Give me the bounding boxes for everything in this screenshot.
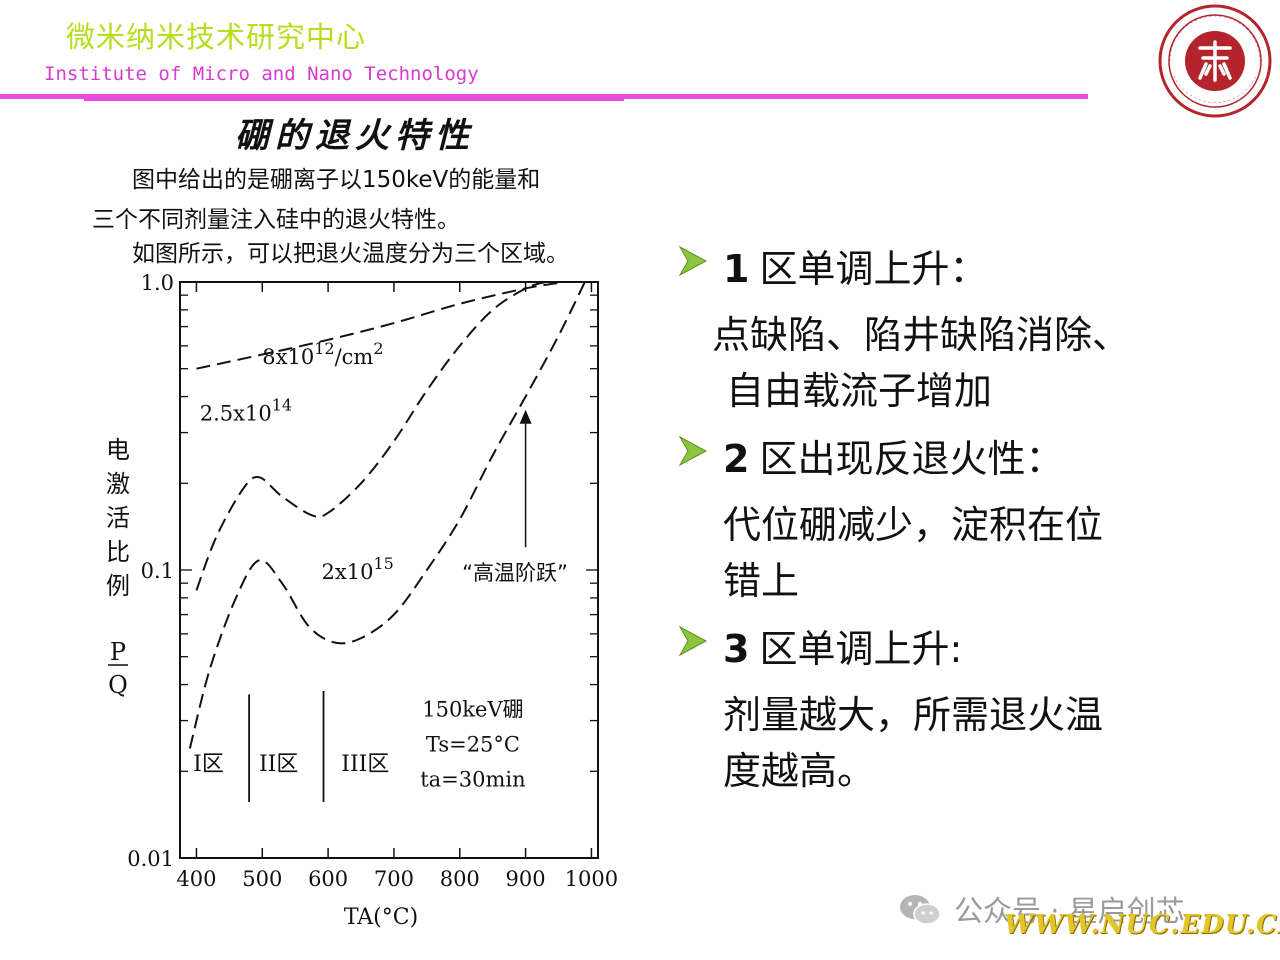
bullet-2-heading: 区出现反退火性： (759, 437, 1064, 481)
y-axis-label-denominator: Q (108, 671, 128, 699)
university-seal-icon (1158, 4, 1272, 118)
series-label-2: 2.5x1014 (200, 396, 292, 426)
bullet-2-number: 2 (723, 437, 750, 481)
bullet-1-body-line-2: 自由载流子增加 (726, 369, 993, 413)
y-tick-label: 1.0 (141, 271, 174, 295)
x-tick-label: 400 (176, 867, 216, 891)
figure-caption-line-1: 图中给出的是硼离子以150keV的能量和 (132, 167, 541, 193)
figure-caption-line-3: 如图所示，可以把退火温度分为三个区域。 (132, 241, 569, 267)
bullet-1-heading: 区单调上升： (759, 247, 988, 291)
region-label-1: I区 (193, 752, 224, 777)
x-tick-label: 1000 (565, 867, 618, 891)
figure-title: 硼的退火特性 (235, 116, 475, 156)
condition-2: Ts=25°C (426, 733, 520, 757)
figure-caption-line-2: 三个不同剂量注入硅中的退火特性。 (92, 207, 460, 233)
header-rule (0, 94, 1088, 99)
region-label-3: III区 (341, 752, 389, 777)
x-axis-label: TA(°C) (344, 905, 418, 930)
series-label-3: 2x1015 (322, 554, 394, 584)
bullet-2-body-line-2: 错上 (723, 559, 800, 603)
bullet-arrow-icon (678, 435, 708, 467)
bullet-1-body-line-1: 点缺陷、陷井缺陷消除、 (712, 313, 1131, 357)
header-title-cn: 微米纳米技术研究中心 (66, 20, 367, 54)
x-tick-label: 500 (242, 867, 282, 891)
condition-3: ta=30min (420, 768, 525, 792)
bullet-3-number: 3 (723, 627, 750, 671)
region-label-2: II区 (259, 752, 298, 777)
y-axis-label-char: 例 (106, 572, 130, 600)
footer-wechat-account: 公众号 · 星启创芯 (954, 894, 1185, 928)
annotation-arrow-head (519, 409, 532, 424)
bullet-2-body-line-1: 代位硼减少，淀积在位 (723, 503, 1104, 547)
bullet-3-body-line-2: 度越高。 (723, 749, 876, 793)
bullet-arrow-icon (678, 625, 708, 657)
x-tick-label: 600 (308, 867, 348, 891)
bullet-1-number: 1 (723, 247, 750, 291)
y-tick-label: 0.1 (141, 559, 174, 583)
annotation-label: “高温阶跃” (462, 561, 568, 585)
x-tick-label: 900 (506, 867, 546, 891)
header-title-en: Institute of Micro and Nano Technology (44, 63, 479, 85)
annealing-chart: 400 500 600 700 800 900 1000 1.0 0.1 0.01 TA(°C) 电激… (106, 271, 618, 930)
footer-url[interactable]: WWW.NUC.EDU.CN (1004, 910, 1280, 940)
bullet-3-body-line-1: 剂量越大，所需退火温 (723, 693, 1104, 737)
y-axis-label-char: 比 (106, 538, 130, 566)
condition-1: 150keV硼 (422, 698, 523, 722)
x-tick-label: 800 (440, 867, 480, 891)
x-tick-label: 700 (374, 867, 414, 891)
y-axis-label-char: 电 (106, 436, 130, 464)
bullet-3-heading: 区单调上升: (759, 627, 963, 671)
y-tick-label: 0.01 (127, 847, 174, 871)
series-line-3 (188, 281, 586, 749)
series-label-1: 8x1012/cm2 (262, 339, 383, 369)
bullet-arrow-icon (678, 245, 708, 277)
y-axis-label-numerator: P (110, 638, 126, 666)
header-rule-thin (84, 99, 624, 101)
y-axis-label-char: 激 (106, 470, 130, 498)
series-line-2 (195, 281, 546, 591)
wechat-icon (900, 895, 941, 925)
y-axis-label-char: 活 (106, 504, 130, 532)
